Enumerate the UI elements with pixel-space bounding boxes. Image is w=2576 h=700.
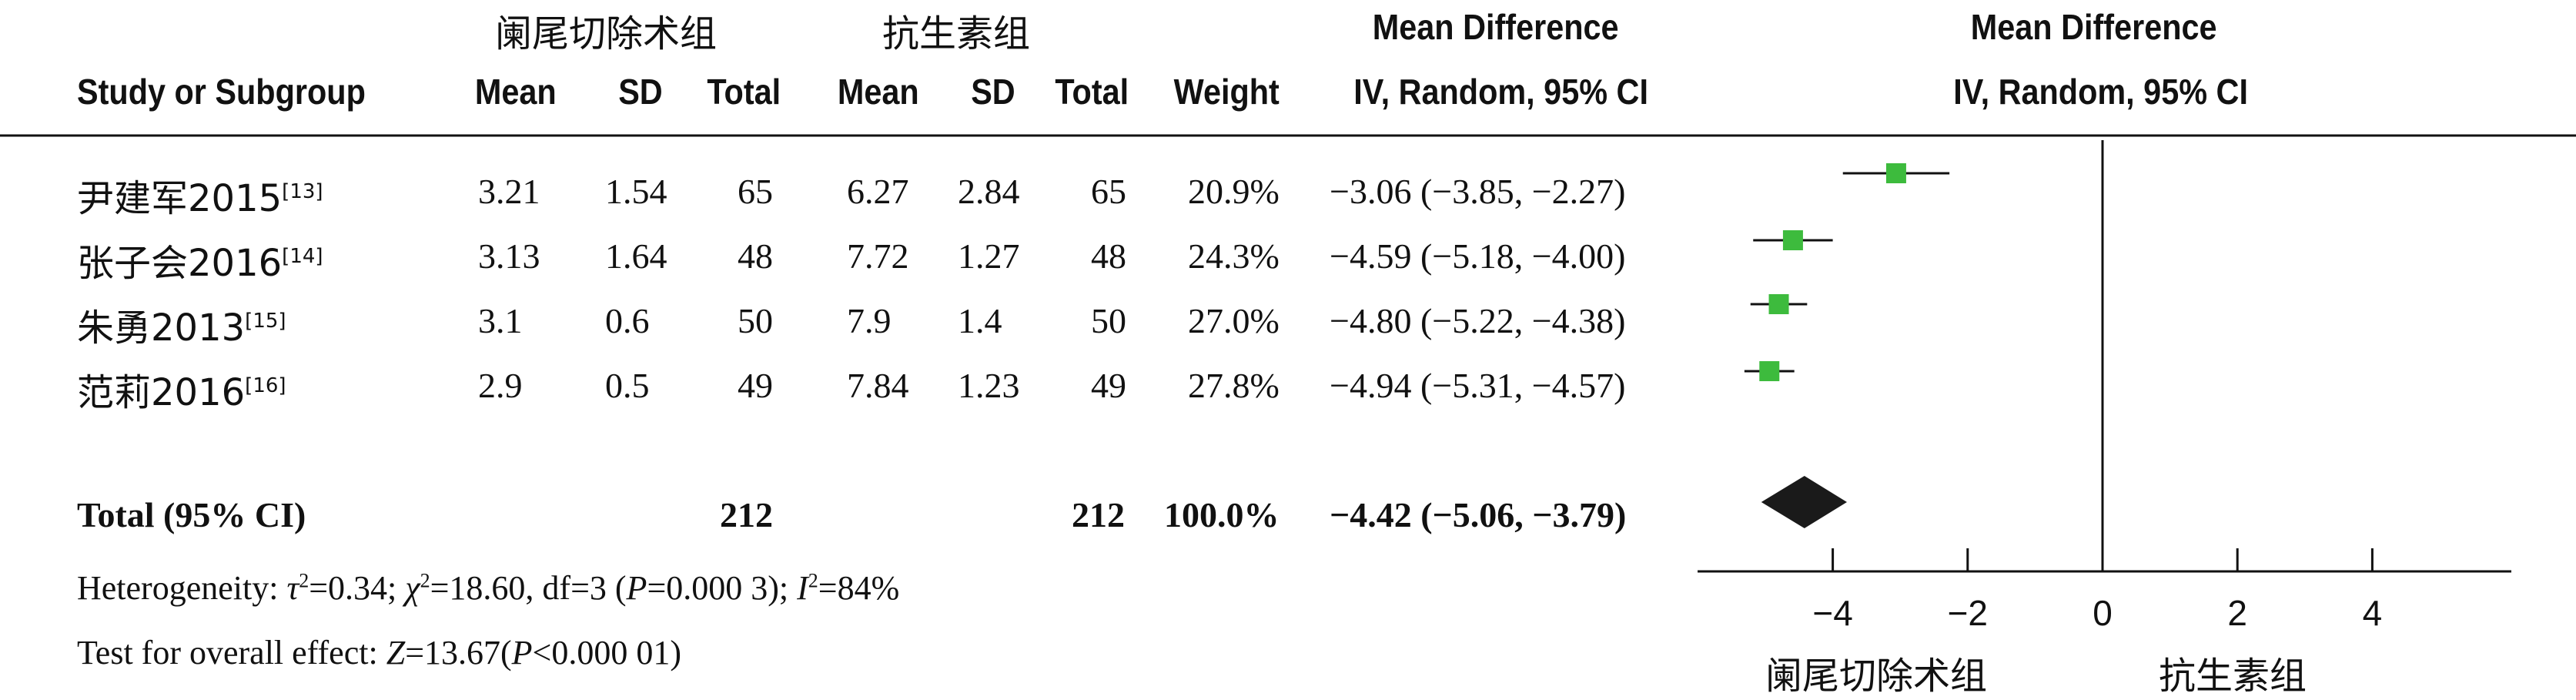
study-square bbox=[1885, 163, 1906, 183]
x-tick-label: −2 bbox=[1948, 593, 1988, 633]
ctl-total: 65 bbox=[1091, 172, 1126, 211]
plot-header-bottom: IV, Random, 95% CI bbox=[1953, 72, 2248, 112]
exp-mean: 3.21 bbox=[478, 172, 540, 211]
study-square bbox=[1768, 294, 1789, 314]
study-name: 朱勇2013[15] bbox=[77, 306, 286, 350]
exp-sd: 0.6 bbox=[605, 301, 650, 340]
study-name: 张子会2016[14] bbox=[77, 242, 323, 285]
x-tick-label: −4 bbox=[1812, 593, 1852, 633]
ctl-sd: 1.4 bbox=[958, 301, 1002, 340]
ctl-sd: 1.27 bbox=[958, 236, 1020, 276]
exp-total: 48 bbox=[738, 236, 773, 276]
exp-mean-header: Mean bbox=[474, 72, 557, 112]
exp-mean: 3.1 bbox=[478, 301, 523, 340]
x-axis-left-label: 阑尾切除术组 bbox=[1765, 655, 1987, 698]
exp-sd-header: SD bbox=[618, 72, 663, 112]
x-tick-label: 2 bbox=[2227, 593, 2247, 633]
study-name: 尹建军2015[13] bbox=[77, 177, 323, 220]
total-ctl-total: 212 bbox=[1072, 495, 1125, 534]
weight-header: Weight bbox=[1173, 72, 1280, 112]
exp-total: 49 bbox=[738, 366, 773, 405]
pooled-diamond bbox=[1761, 476, 1847, 528]
weight: 24.3% bbox=[1188, 236, 1280, 276]
weight: 27.8% bbox=[1188, 366, 1280, 405]
exp-sd: 1.54 bbox=[605, 172, 667, 211]
study-name: 范莉2016[16] bbox=[77, 371, 286, 414]
total-md-ci: −4.42 (−5.06, −3.79) bbox=[1330, 495, 1627, 534]
ctl-mean: 7.9 bbox=[847, 301, 892, 340]
exp-mean: 3.13 bbox=[478, 236, 540, 276]
ctl-mean: 6.27 bbox=[847, 172, 909, 211]
x-tick-label: 0 bbox=[2093, 593, 2113, 633]
ctl-mean-header: Mean bbox=[837, 72, 919, 112]
x-axis-right-label: 抗生素组 bbox=[2159, 655, 2307, 698]
control-group-label: 抗生素组 bbox=[882, 12, 1031, 55]
experimental-group-label: 阑尾切除术组 bbox=[495, 12, 718, 55]
ctl-total: 49 bbox=[1091, 366, 1126, 405]
ctl-sd-header: SD bbox=[971, 72, 1015, 112]
exp-total: 50 bbox=[738, 301, 773, 340]
md-ci: −4.59 (−5.18, −4.00) bbox=[1330, 236, 1626, 276]
total-exp-total: 212 bbox=[720, 495, 773, 534]
ctl-total-header: Total bbox=[1055, 72, 1129, 112]
ctl-sd: 1.23 bbox=[958, 366, 1020, 405]
study-header: Study or Subgroup bbox=[77, 72, 366, 112]
ctl-sd: 2.84 bbox=[958, 172, 1020, 211]
ctl-mean: 7.84 bbox=[847, 366, 909, 405]
ctl-total: 48 bbox=[1091, 236, 1126, 276]
md-header-bottom: IV, Random, 95% CI bbox=[1353, 72, 1648, 112]
exp-total: 65 bbox=[738, 172, 773, 211]
heterogeneity-text: Heterogeneity: τ2=0.34; χ2=18.60, df=3 (… bbox=[77, 569, 900, 607]
x-tick-label: 4 bbox=[2363, 593, 2383, 633]
exp-mean: 2.9 bbox=[478, 366, 523, 405]
total-label: Total (95% CI) bbox=[77, 495, 306, 534]
md-ci: −4.80 (−5.22, −4.38) bbox=[1330, 301, 1626, 340]
plot-header-top: Mean Difference bbox=[1970, 7, 2217, 47]
overall-effect-text: Test for overall effect: Z=13.67(P<0.000… bbox=[77, 634, 682, 672]
exp-total-header: Total bbox=[707, 72, 781, 112]
exp-sd: 0.5 bbox=[605, 366, 650, 405]
study-square bbox=[1782, 230, 1803, 250]
ctl-total: 50 bbox=[1091, 301, 1126, 340]
ctl-mean: 7.72 bbox=[847, 236, 909, 276]
study-square bbox=[1759, 361, 1780, 381]
md-ci: −4.94 (−5.31, −4.57) bbox=[1330, 366, 1626, 405]
md-header-top: Mean Difference bbox=[1372, 7, 1619, 47]
total-weight: 100.0% bbox=[1164, 495, 1280, 534]
exp-sd: 1.64 bbox=[605, 236, 667, 276]
md-ci: −3.06 (−3.85, −2.27) bbox=[1330, 172, 1626, 211]
weight: 27.0% bbox=[1188, 301, 1280, 340]
weight: 20.9% bbox=[1188, 172, 1280, 211]
